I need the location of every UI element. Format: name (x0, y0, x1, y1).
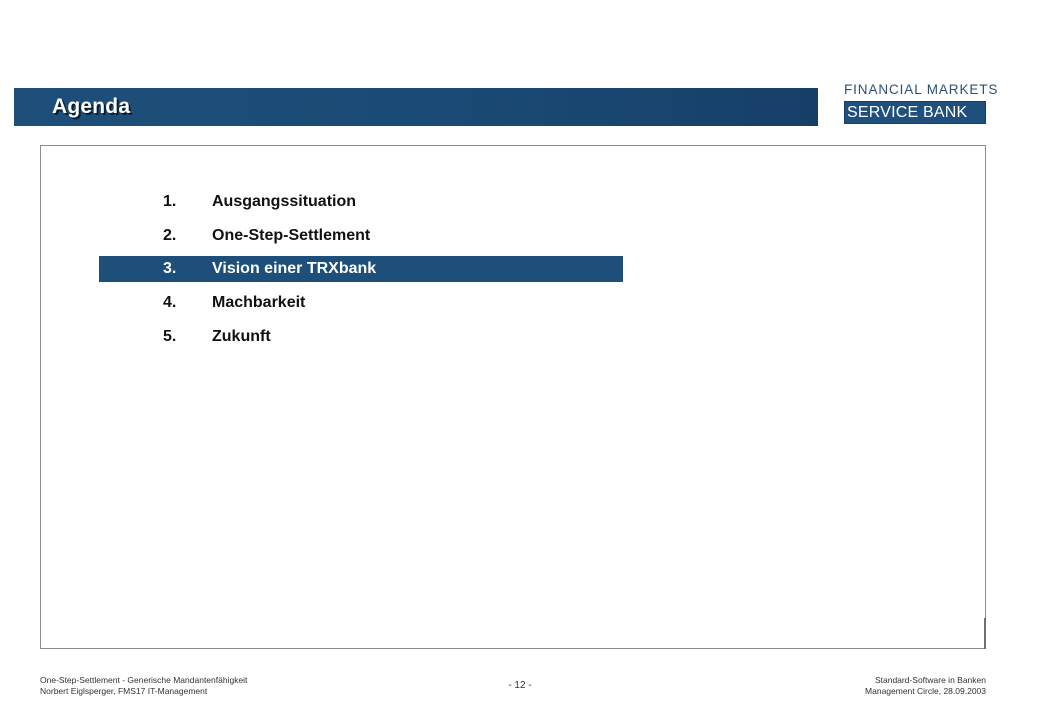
agenda-item-3-active: 3. Vision einer TRXbank (99, 256, 623, 282)
agenda-item-label: Machbarkeit (212, 294, 306, 311)
agenda-item-label: Zukunft (212, 328, 271, 345)
footer-left: One-Step-Settlement - Generische Mandant… (40, 675, 247, 697)
page-number: - 12 - (508, 680, 532, 691)
footer-event-title: Standard-Software in Banken (874, 675, 986, 685)
page-title: Agenda (52, 95, 131, 118)
content-frame (40, 145, 986, 649)
frame-corner-mark (984, 618, 986, 649)
agenda-item-number: 3. (163, 260, 177, 277)
agenda-item-1: 1. Ausgangssituation (99, 189, 623, 215)
agenda-item-2: 2. One-Step-Settlement (99, 223, 623, 249)
logo-line-2: SERVICE BANK (844, 101, 986, 124)
logo-line-1: FINANCIAL MARKETS (844, 82, 999, 97)
title-bar: Agenda (14, 88, 818, 126)
agenda-item-label: Ausgangssituation (212, 193, 357, 210)
footer-event-date: Management Circle, 28.09.2003 (865, 686, 986, 696)
agenda-item-number: 4. (163, 294, 177, 311)
agenda-item-4: 4. Machbarkeit (99, 290, 623, 316)
footer-right: Standard-Software in Banken Management C… (865, 675, 986, 697)
agenda-item-5: 5. Zukunft (99, 324, 623, 350)
agenda-item-label: One-Step-Settlement (212, 227, 371, 244)
footer-presentation-title: One-Step-Settlement - Generische Mandant… (40, 675, 248, 685)
footer-author: Norbert Eiglsperger, FMS17 IT-Management (40, 686, 208, 696)
agenda-item-label: Vision einer TRXbank (212, 260, 377, 277)
company-logo: FINANCIAL MARKETS SERVICE BANK (844, 82, 999, 124)
agenda-item-number: 1. (163, 193, 177, 210)
agenda-item-number: 2. (163, 227, 177, 244)
agenda-item-number: 5. (163, 328, 177, 345)
